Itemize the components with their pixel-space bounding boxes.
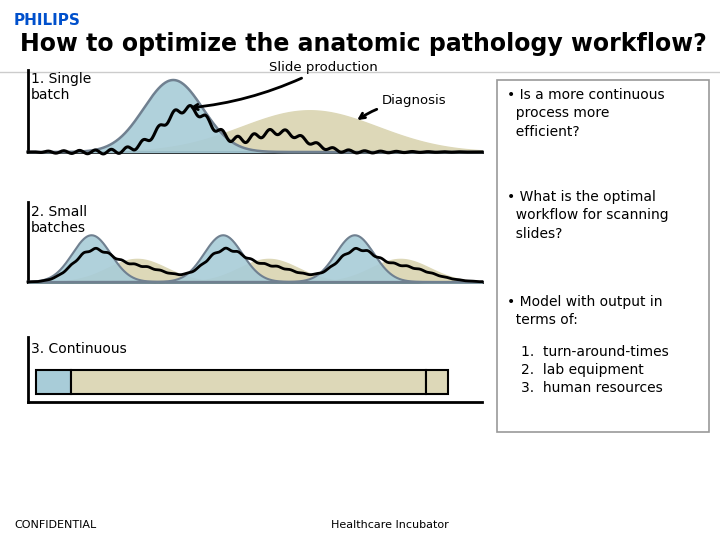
Text: 1.  turn-around-times: 1. turn-around-times bbox=[521, 345, 669, 359]
Text: • What is the optimal
  workflow for scanning
  slides?: • What is the optimal workflow for scann… bbox=[507, 190, 669, 241]
Text: How to optimize the anatomic pathology workflow?: How to optimize the anatomic pathology w… bbox=[20, 32, 707, 56]
Text: CONFIDENTIAL: CONFIDENTIAL bbox=[14, 520, 96, 530]
Bar bbox=[426, 370, 448, 394]
Text: 3. Continuous: 3. Continuous bbox=[31, 342, 127, 356]
Bar bbox=[497, 80, 709, 432]
Text: 2.  lab equipment: 2. lab equipment bbox=[521, 363, 644, 377]
Text: 2. Small
batches: 2. Small batches bbox=[31, 205, 87, 235]
Text: 3.  human resources: 3. human resources bbox=[521, 381, 662, 395]
Text: Slide production: Slide production bbox=[193, 61, 377, 110]
Bar bbox=[36, 370, 71, 394]
Text: PHILIPS: PHILIPS bbox=[14, 13, 81, 28]
Text: Healthcare Incubator: Healthcare Incubator bbox=[331, 520, 449, 530]
Text: 1. Single
batch: 1. Single batch bbox=[31, 72, 91, 102]
Text: • Model with output in
  terms of:: • Model with output in terms of: bbox=[507, 295, 662, 327]
Text: • Is a more continuous
  process more
  efficient?: • Is a more continuous process more effi… bbox=[507, 88, 665, 139]
Bar bbox=[71, 370, 426, 394]
Text: Diagnosis: Diagnosis bbox=[360, 94, 446, 118]
